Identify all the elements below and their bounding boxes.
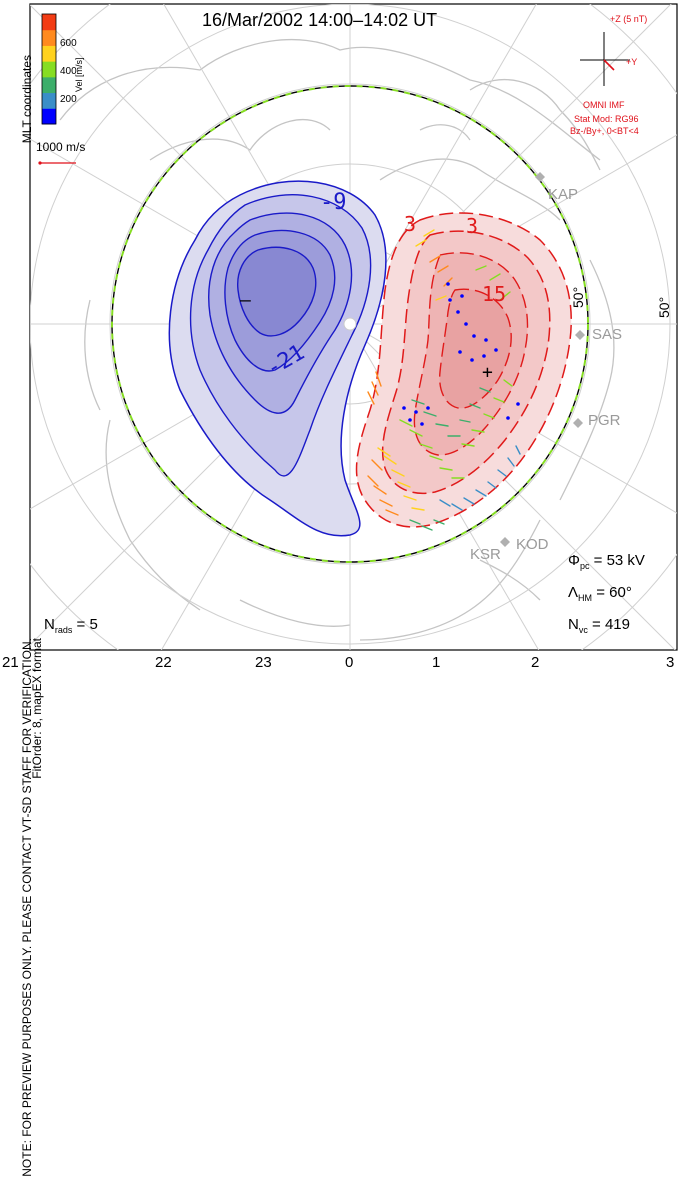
radar-label-ksr: KSR [470, 546, 501, 563]
fit-order-note: FitOrder: 8, mapEX format [30, 638, 44, 779]
imf-source-label: OMNI IMF [583, 100, 625, 110]
color-bar-segment [42, 14, 56, 31]
radar-label-kod: KOD [516, 536, 549, 553]
stat-n-rads-symbol: N [44, 616, 55, 633]
pole-marker [343, 317, 357, 331]
contour-label-pos-15: 15 [482, 282, 507, 306]
contour-label-neg-9: -9 [320, 190, 347, 215]
color-bar-segment [42, 29, 56, 46]
mlt-tick-23: 23 [255, 654, 272, 671]
stat-n-rads-value: = 5 [76, 616, 98, 633]
positive-potential-cell [355, 212, 572, 528]
latitude-label-inner: 50° [570, 286, 586, 308]
stat-n-vc: Nvc = 419 [568, 616, 630, 635]
contour-label-pos-3b: 3 [466, 214, 479, 238]
stat-n-rads: Nrads = 5 [44, 616, 98, 635]
stat-n-vc-value: = 419 [592, 616, 630, 633]
convection-map [29, 3, 678, 651]
mlt-tick-21: 21 [2, 654, 19, 671]
stat-n-rads-sub: rads [54, 625, 73, 635]
stat-lambda-hm-value: = 60° [596, 584, 632, 601]
potential-max-marker: + [482, 362, 493, 383]
imf-model-label: Stat Mod: RG96 [574, 114, 639, 124]
imf-by-label: +Y [626, 57, 638, 67]
latitude-label-outer: 50° [656, 296, 672, 318]
stat-phi-pc-sub: pc [579, 561, 590, 571]
stat-n-vc-sub: vc [578, 625, 588, 635]
stat-lambda-hm-sub: HM [578, 593, 593, 603]
reference-vector-label: 1000 m/s [36, 140, 86, 154]
imf-bz-label: +Z (5 nT) [610, 14, 648, 24]
mlt-tick-0: 0 [345, 654, 354, 671]
radar-label-pgr: PGR [588, 412, 621, 429]
color-bar-segment [42, 45, 56, 62]
stat-n-vc-symbol: N [568, 616, 579, 633]
reference-vector-origin [38, 161, 42, 165]
mlt-tick-3: 3 [666, 654, 675, 671]
velocity-tick-600: 600 [60, 38, 77, 49]
stat-phi-pc-symbol: Φ [568, 552, 580, 569]
radar-sites [500, 172, 585, 547]
imf-clock-dial [580, 32, 630, 86]
color-bar-border [41, 13, 57, 125]
velocity-tick-400: 400 [60, 66, 77, 77]
stat-lambda-hm: ΛHM = 60° [568, 584, 632, 603]
potential-min-marker: – [240, 290, 251, 311]
lower-latitude-boundary [111, 85, 589, 563]
coordinates-label: MLT coordinates [20, 55, 34, 144]
stat-phi-pc-value: = 53 kV [593, 552, 645, 569]
stat-phi-pc: Φpc = 53 kV [568, 552, 645, 571]
color-bar-segment [42, 92, 56, 109]
mlt-tick-2: 2 [531, 654, 540, 671]
radar-label-sas: SAS [592, 326, 623, 343]
imf-condition-label: Bz-/By+, 0<BT<4 [570, 126, 639, 136]
mlt-tick-1: 1 [432, 654, 441, 671]
coastline-map [59, 39, 615, 641]
velocity-color-bar [42, 14, 56, 125]
velocity-tick-200: 200 [60, 94, 77, 105]
color-bar-segment [42, 108, 56, 125]
velocity-vectors [367, 229, 521, 531]
mlt-tick-22: 22 [155, 654, 172, 671]
map-title: 16/Mar/2002 14:00–14:02 UT [202, 10, 438, 30]
negative-potential-cell [168, 180, 387, 537]
radar-label-kap: KAP [548, 186, 579, 203]
contour-label-pos-3a: 3 [404, 212, 417, 236]
stat-lambda-hm-symbol: Λ [568, 584, 579, 601]
color-bar-segment [42, 61, 56, 78]
color-bar-segment [42, 76, 56, 94]
